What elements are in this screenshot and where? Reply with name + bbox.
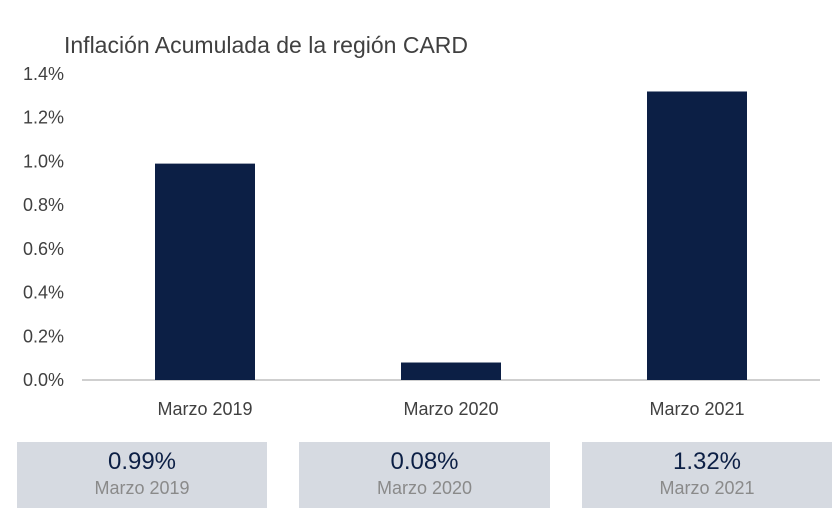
y-tick-label: 0.0% [23,370,64,390]
bars-group [155,91,747,380]
summary-card-value: 0.08% [390,448,459,475]
summary-card-value: 1.32% [672,448,742,475]
summary-card-value: 0.99% [107,448,177,475]
x-tick-label: Marzo 2019 [157,399,252,419]
x-axis-labels: Marzo 2019 Marzo 2020 Marzo 2021 [157,399,744,419]
summary-card-1: 0.99% Marzo 2019 [17,442,267,508]
y-tick-label: 0.2% [23,326,64,346]
bar [401,362,501,380]
y-tick-label: 1.4% [23,64,64,84]
summary-card-label: Marzo 2021 [659,478,755,498]
x-tick-label: Marzo 2020 [403,399,498,419]
summary-card-label: Marzo 2019 [94,478,190,498]
bar-chart: Inflación Acumulada de la región CARD 0.… [23,32,820,419]
y-tick-label: 1.0% [23,151,64,171]
y-tick-label: 0.8% [23,195,64,215]
summary-card-label: Marzo 2020 [376,478,473,498]
x-tick-label: Marzo 2021 [649,399,744,419]
summary-card-2: 0.08% Marzo 2020 [299,442,550,508]
chart-title: Inflación Acumulada de la región CARD [64,32,468,58]
y-tick-label: 0.6% [23,239,64,259]
y-tick-label: 1.2% [23,108,64,128]
y-tick-label: 0.4% [23,283,64,303]
summary-card-3: 1.32% Marzo 2021 [582,442,832,508]
bar [155,163,255,380]
bar [647,91,747,380]
y-axis-ticks: 0.0% 0.2% 0.4% 0.6% 0.8% 1.0% 1.2% 1.4% [23,64,64,390]
